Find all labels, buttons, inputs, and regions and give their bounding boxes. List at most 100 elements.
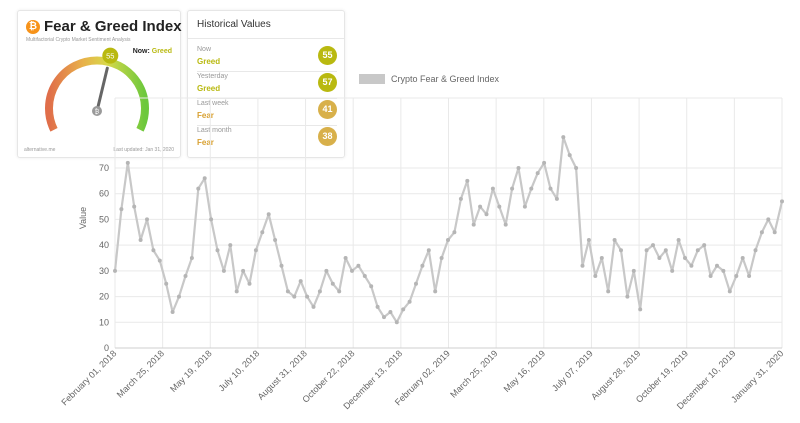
historical-row-classification: Fear: [197, 111, 214, 120]
data-point: [670, 268, 675, 273]
x-tick-label: May 19, 2018: [168, 348, 214, 394]
data-point: [503, 222, 508, 227]
historical-row-label: Now: [197, 46, 212, 53]
data-point: [593, 274, 598, 278]
data-point: [695, 248, 700, 253]
data-point: [382, 315, 386, 320]
data-point: [145, 217, 149, 222]
data-point: [330, 281, 335, 286]
y-tick-label: 30: [99, 266, 109, 276]
data-point: [548, 186, 553, 191]
historical-row-badge: 57: [318, 73, 337, 92]
gauge-hub-glyph: ₿: [95, 109, 100, 116]
historical-row-now: Now Greed 55: [197, 44, 337, 72]
data-point: [753, 248, 758, 253]
data-point: [689, 263, 694, 268]
y-tick-label: 0: [104, 343, 109, 353]
data-point: [657, 256, 662, 260]
data-point: [510, 186, 515, 191]
x-tick-label: March 25, 2019: [448, 348, 499, 399]
data-point: [651, 243, 655, 248]
data-point: [439, 256, 444, 260]
data-point: [234, 289, 239, 294]
data-point: [625, 294, 630, 299]
data-point: [420, 263, 425, 268]
historical-title: Historical Values: [197, 19, 271, 30]
data-point: [535, 171, 540, 176]
data-point: [132, 204, 137, 209]
x-tick-group: May 19, 2018: [168, 348, 214, 394]
historical-row-badge: 55: [318, 46, 337, 65]
data-point: [241, 268, 246, 273]
y-axis-label: Value: [78, 207, 88, 229]
gauge-now-label: Now:: [132, 48, 150, 55]
data-point: [311, 304, 316, 309]
data-point: [644, 248, 649, 253]
data-point: [125, 160, 130, 165]
x-tick-group: March 25, 2019: [448, 348, 499, 399]
data-point: [586, 238, 591, 242]
data-point: [580, 263, 585, 268]
historical-row-label: Last month: [197, 127, 232, 134]
data-point: [683, 256, 687, 260]
data-point: [433, 289, 438, 294]
data-point: [702, 243, 707, 248]
data-point: [170, 310, 175, 314]
data-point: [157, 258, 162, 263]
data-point: [772, 230, 777, 235]
chart-legend-swatch: [359, 74, 385, 84]
data-point: [337, 289, 342, 294]
data-point: [305, 294, 310, 299]
data-point: [292, 294, 297, 299]
data-point: [189, 256, 194, 260]
data-point: [253, 248, 258, 253]
y-axis-ticks: 0 10 20 30 40 50 60 70: [99, 163, 109, 353]
data-point: [151, 248, 156, 253]
data-point: [612, 238, 617, 242]
x-tick-label: July 10, 2018: [216, 348, 261, 393]
data-point: [260, 230, 265, 235]
data-point: [196, 186, 201, 191]
data-point: [324, 268, 329, 273]
data-point: [343, 256, 348, 260]
gauge-last-updated: Last updated: Jan 31, 2020: [113, 147, 174, 153]
data-point: [478, 204, 483, 209]
y-tick-label: 20: [99, 292, 109, 302]
x-tick-label: August 31, 2018: [256, 348, 309, 401]
data-point: [266, 212, 271, 217]
data-point: [285, 289, 290, 294]
gauge-now: Now: Greed: [133, 48, 172, 55]
data-point: [215, 248, 220, 253]
data-point: [426, 248, 431, 253]
historical-row-badge: 41: [318, 100, 337, 119]
data-point: [273, 238, 278, 242]
data-point: [574, 166, 579, 170]
data-point: [715, 263, 719, 268]
y-tick-label: 60: [99, 189, 109, 199]
data-point: [606, 289, 611, 294]
gauge-value-text: 55: [106, 51, 114, 60]
data-point: [497, 204, 502, 209]
historical-divider: [188, 38, 344, 39]
data-point: [708, 274, 713, 278]
data-point: [663, 248, 668, 253]
fear-greed-card: ₿ Fear & Greed Index Multifactorial Cryp…: [17, 10, 182, 158]
data-point: [465, 178, 470, 183]
data-point: [164, 281, 169, 286]
data-point: [375, 304, 380, 309]
historical-row-classification: Fear: [197, 138, 214, 147]
x-tick-label: February 01, 2018: [59, 348, 118, 407]
historical-values-card: Historical Values Now Greed 55 Yesterday…: [187, 10, 345, 158]
x-tick-label: May 16, 2019: [502, 348, 548, 394]
x-tick-group: August 28, 2019: [589, 348, 642, 401]
chart-grid: [114, 97, 783, 349]
data-point: [727, 289, 732, 294]
x-tick-group: May 16, 2019: [502, 348, 548, 394]
data-point: [490, 186, 495, 191]
data-point: [529, 186, 534, 191]
bitcoin-logo-icon: ₿: [26, 20, 40, 34]
gauge-needle: [95, 66, 109, 113]
x-tick-group: January 31, 2020: [729, 348, 785, 404]
